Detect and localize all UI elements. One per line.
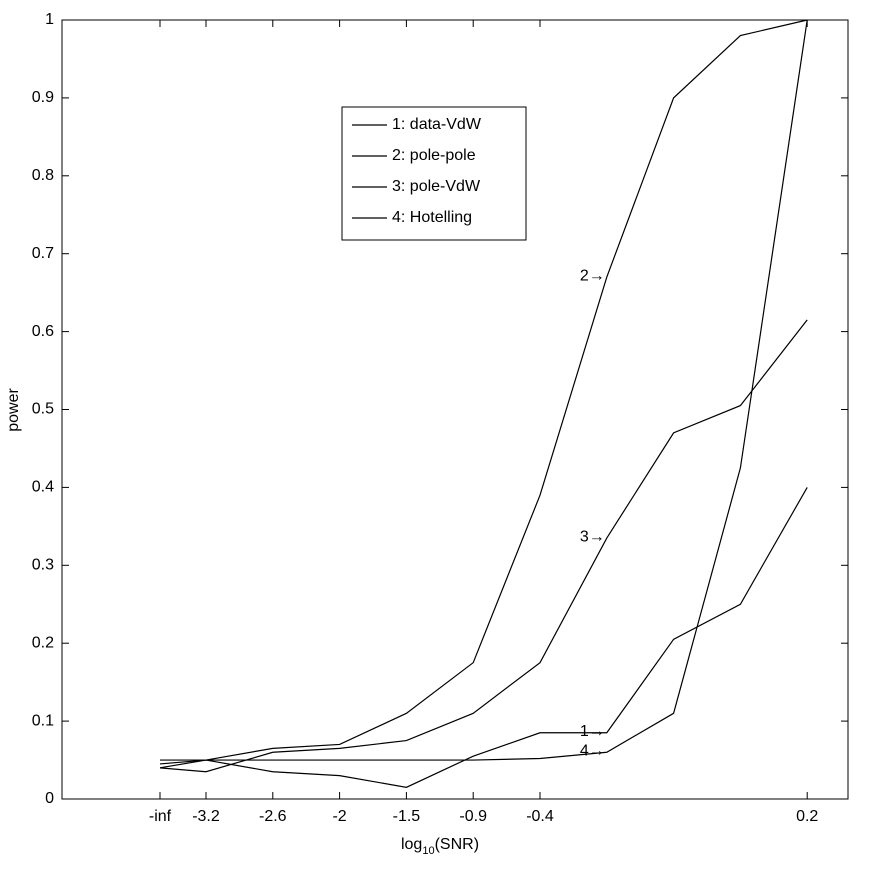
y-axis-label: power: [5, 388, 22, 432]
y-tick-label: 0.2: [32, 634, 54, 651]
y-tick-label: 0.3: [32, 557, 54, 574]
series-annotation: 2→: [580, 267, 605, 284]
series-line: [159, 487, 808, 788]
x-label-rest: (SNR): [435, 836, 479, 853]
y-tick-label: 1: [45, 11, 54, 28]
y-tick-label: 0.4: [32, 479, 54, 496]
series-annotation: 1→: [580, 723, 605, 740]
y-tick-label: 0.6: [32, 323, 54, 340]
x-tick-label: -1.5: [393, 808, 421, 825]
series-annotation: 4→: [580, 742, 605, 759]
x-tick-label: -0.4: [526, 808, 554, 825]
y-tick-label: 0.8: [32, 167, 54, 184]
legend-label: 1: data-VdW: [392, 116, 482, 133]
x-tick-label: -0.9: [459, 808, 487, 825]
x-label-sub: 10: [422, 845, 434, 857]
series-annotation: 3→: [580, 528, 605, 545]
series-line: [160, 19, 808, 761]
x-tick-label: -2: [332, 808, 346, 825]
legend-label: 4: Hotelling: [392, 209, 472, 226]
y-tick-label: 0.7: [32, 245, 54, 262]
series-line: [159, 19, 808, 765]
y-tick-label: 0.5: [32, 401, 54, 418]
legend-label: 2: pole-pole: [392, 147, 476, 164]
x-tick-label: -3.2: [192, 808, 220, 825]
x-tick-label: -inf: [149, 808, 172, 825]
x-label-main: log: [401, 836, 422, 853]
x-axis-label: log10(SNR): [401, 836, 479, 857]
y-tick-label: 0.9: [32, 89, 54, 106]
y-tick-label: 0: [45, 790, 54, 807]
x-tick-label: -2.6: [259, 808, 287, 825]
x-tick-label: 0.2: [796, 808, 818, 825]
legend-label: 3: pole-VdW: [392, 178, 481, 195]
series-line: [159, 319, 808, 773]
y-tick-label: 0.1: [32, 712, 54, 729]
